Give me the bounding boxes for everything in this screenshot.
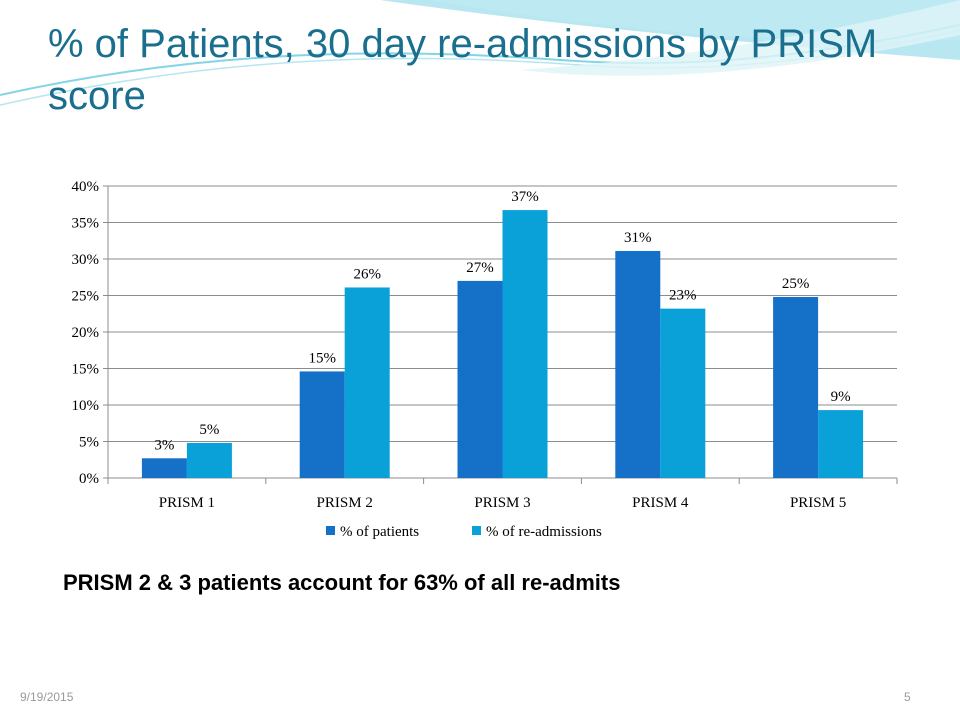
bar <box>457 280 503 478</box>
y-tick-label: 25% <box>72 289 100 305</box>
legend-label: % of re-admissions <box>486 524 602 540</box>
y-tick-label: 15% <box>72 362 100 378</box>
slide-title: % of Patients, 30 day re-admissions by P… <box>48 22 878 118</box>
bar <box>773 296 819 478</box>
data-label: 5% <box>199 422 219 438</box>
summary-caption: PRISM 2 & 3 patients account for 63% of … <box>63 570 621 595</box>
data-label: 37% <box>511 189 539 205</box>
bar-chart: 0% 5% 10% 15% 20% 25% 30% 35% 40% PRISM 1 3% 5% PRIS… <box>72 179 898 540</box>
x-tick-label: PRISM 3 <box>474 495 530 511</box>
legend-swatch <box>326 526 335 535</box>
legend-label: % of patients <box>340 524 419 540</box>
data-label: 25% <box>782 276 810 292</box>
bar <box>615 250 661 478</box>
y-tick-label: 0% <box>79 471 99 487</box>
y-tick-label: 5% <box>79 435 99 451</box>
data-label: 26% <box>353 266 381 282</box>
data-label: 9% <box>831 389 851 405</box>
bar <box>186 442 232 478</box>
x-tick-label: PRISM 4 <box>632 495 689 511</box>
page-number: 5 <box>904 690 911 704</box>
data-label: 3% <box>154 437 174 453</box>
bar <box>141 458 187 478</box>
y-tick-label: 10% <box>72 398 100 414</box>
y-tick-label: 30% <box>72 252 100 268</box>
y-tick-label: 20% <box>72 325 100 341</box>
y-tick-label: 40% <box>72 179 100 195</box>
data-label: 15% <box>308 350 336 366</box>
data-label: 23% <box>669 288 697 304</box>
bar <box>344 287 390 478</box>
x-tick-label: PRISM 2 <box>317 495 373 511</box>
header-wave-decoration <box>0 0 960 106</box>
y-tick-label: 35% <box>72 216 100 232</box>
footer-date: 9/19/2015 <box>20 690 74 704</box>
legend-swatch <box>472 526 481 535</box>
bar <box>818 410 864 478</box>
bar <box>660 308 706 478</box>
data-label: 27% <box>466 260 494 276</box>
data-label: 31% <box>624 230 652 246</box>
bar <box>502 210 548 478</box>
bar <box>299 371 345 478</box>
x-tick-label: PRISM 1 <box>159 495 215 511</box>
x-tick-label: PRISM 5 <box>790 495 846 511</box>
